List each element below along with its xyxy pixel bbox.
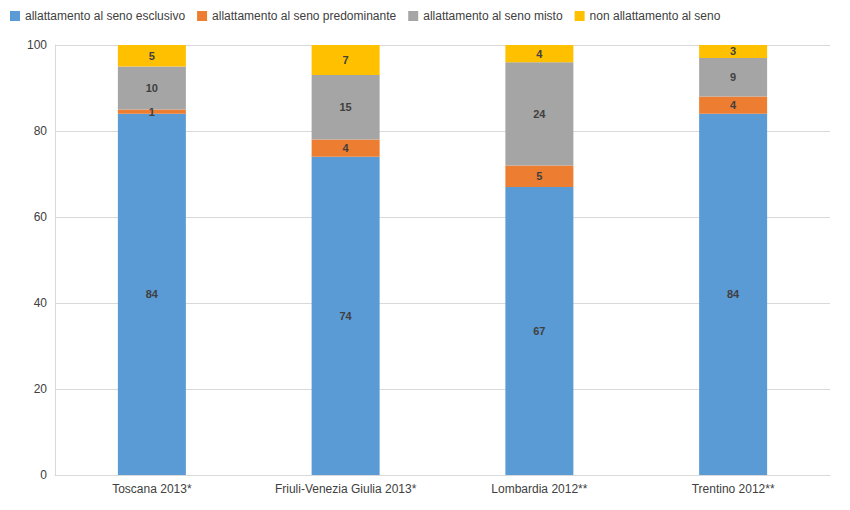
svg-text:80: 80 (34, 124, 48, 138)
svg-text:84: 84 (146, 288, 159, 300)
svg-text:74: 74 (340, 310, 353, 322)
svg-text:allattamento al seno esclusivo: allattamento al seno esclusivo (25, 9, 185, 23)
svg-text:67: 67 (533, 325, 545, 337)
svg-text:7: 7 (343, 54, 349, 66)
svg-text:non allattamento al seno: non allattamento al seno (590, 9, 721, 23)
svg-text:84: 84 (727, 288, 740, 300)
svg-text:10: 10 (146, 82, 158, 94)
svg-text:3: 3 (730, 45, 736, 57)
svg-text:Trentino 2012**: Trentino 2012** (692, 482, 775, 496)
svg-text:0: 0 (40, 468, 47, 482)
svg-text:4: 4 (343, 142, 350, 154)
svg-text:60: 60 (34, 210, 48, 224)
svg-text:Toscana 2013*: Toscana 2013* (112, 482, 192, 496)
svg-text:5: 5 (536, 170, 542, 182)
svg-text:20: 20 (34, 382, 48, 396)
svg-text:4: 4 (730, 99, 737, 111)
svg-text:allattamento al seno predomina: allattamento al seno predominante (212, 9, 396, 23)
svg-text:Friuli-Venezia Giulia 2013*: Friuli-Venezia Giulia 2013* (275, 482, 417, 496)
svg-text:9: 9 (730, 71, 736, 83)
svg-text:Lombardia 2012**: Lombardia 2012** (491, 482, 587, 496)
svg-text:4: 4 (536, 48, 543, 60)
svg-text:24: 24 (533, 108, 546, 120)
svg-text:5: 5 (149, 50, 155, 62)
svg-text:40: 40 (34, 296, 48, 310)
svg-text:1: 1 (149, 106, 155, 118)
svg-text:100: 100 (27, 38, 47, 52)
svg-text:allattamento al seno misto: allattamento al seno misto (423, 9, 563, 23)
svg-text:15: 15 (340, 101, 352, 113)
